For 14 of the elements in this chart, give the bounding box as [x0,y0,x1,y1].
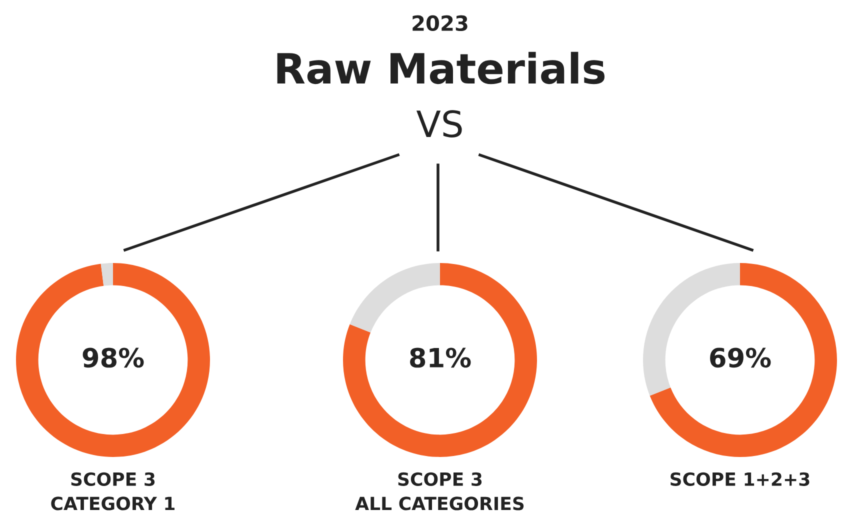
text: SCOPE 1+2+3 [670,472,810,486]
text: SCOPE 3 CATEGORY 1 [51,472,174,510]
text: 81% [410,348,471,368]
donut-slice [100,263,113,286]
text: 98% [82,348,144,368]
donut-slice [343,263,537,457]
chart-subtitle: 2023 [412,15,468,32]
text: SCOPE 3 ALL CATEGORIES [355,472,524,510]
donut-slice [350,263,440,333]
donut-slice [650,263,837,457]
text: VS [416,110,462,138]
donut-slice [16,263,210,457]
text: 69% [710,348,771,368]
chart-title: Raw Materials [277,52,605,84]
